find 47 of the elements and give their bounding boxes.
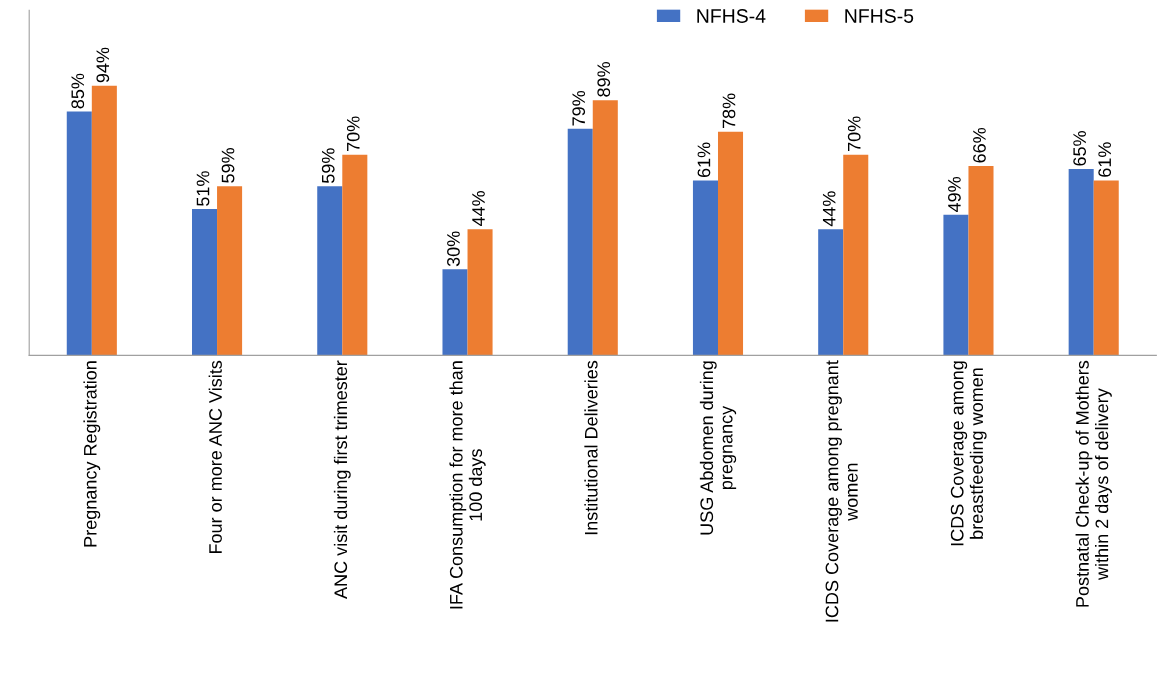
legend-label: NFHS-5	[845, 9, 914, 23]
data-label: 30%	[447, 231, 460, 267]
bar	[91, 85, 117, 356]
bar	[1068, 168, 1094, 356]
bar	[843, 154, 869, 356]
bar	[692, 180, 718, 356]
bar	[317, 186, 343, 356]
data-label: 49%	[948, 176, 961, 212]
bar	[66, 111, 92, 356]
data-label: 61%	[1098, 142, 1112, 177]
x-tick-label: ICDS Coverage among breastfeeding women	[950, 361, 987, 546]
data-label: 79%	[572, 90, 586, 126]
x-tick-label: ANC visit during first trimester	[333, 360, 351, 599]
data-label: 59%	[321, 148, 335, 184]
bar	[217, 186, 243, 356]
bar	[818, 229, 844, 356]
bar	[192, 209, 218, 356]
bar	[1093, 180, 1119, 356]
data-label: 70%	[847, 116, 861, 152]
data-label: 70%	[346, 116, 360, 152]
bar	[943, 214, 969, 356]
legend-label: NFHS-4	[697, 9, 766, 23]
bar	[718, 131, 744, 356]
bar	[567, 128, 593, 356]
data-label: 59%	[221, 147, 235, 183]
data-label: 66%	[973, 127, 986, 163]
x-tick-label: Four or more ANC Visits	[208, 360, 222, 554]
bar	[442, 269, 468, 356]
data-label: 78%	[722, 93, 736, 129]
data-label: 44%	[472, 191, 485, 227]
x-tick-label: USG Abdomen during pregnancy	[699, 361, 737, 535]
data-label: 44%	[822, 191, 836, 227]
data-label: 65%	[1073, 131, 1087, 166]
x-tick-label: IFA Consumption for more than 100 days	[449, 361, 486, 609]
x-tick-label: Postnatal Check-up of Mothers within 2 days of delivery	[1075, 360, 1112, 607]
bar	[342, 154, 368, 356]
bar	[968, 166, 994, 356]
x-tick-label: Pregnancy Registration	[83, 361, 101, 547]
data-label: 61%	[697, 142, 711, 178]
data-label: 89%	[597, 61, 611, 97]
x-tick-label: Institutional Deliveries	[584, 360, 598, 535]
bar	[592, 100, 618, 356]
bar	[467, 229, 493, 356]
x-tick-label: ICDS Coverage among pregnant women	[825, 360, 858, 622]
data-label: 51%	[196, 171, 210, 206]
data-label: 94%	[96, 47, 110, 83]
data-label: 85%	[71, 73, 85, 109]
